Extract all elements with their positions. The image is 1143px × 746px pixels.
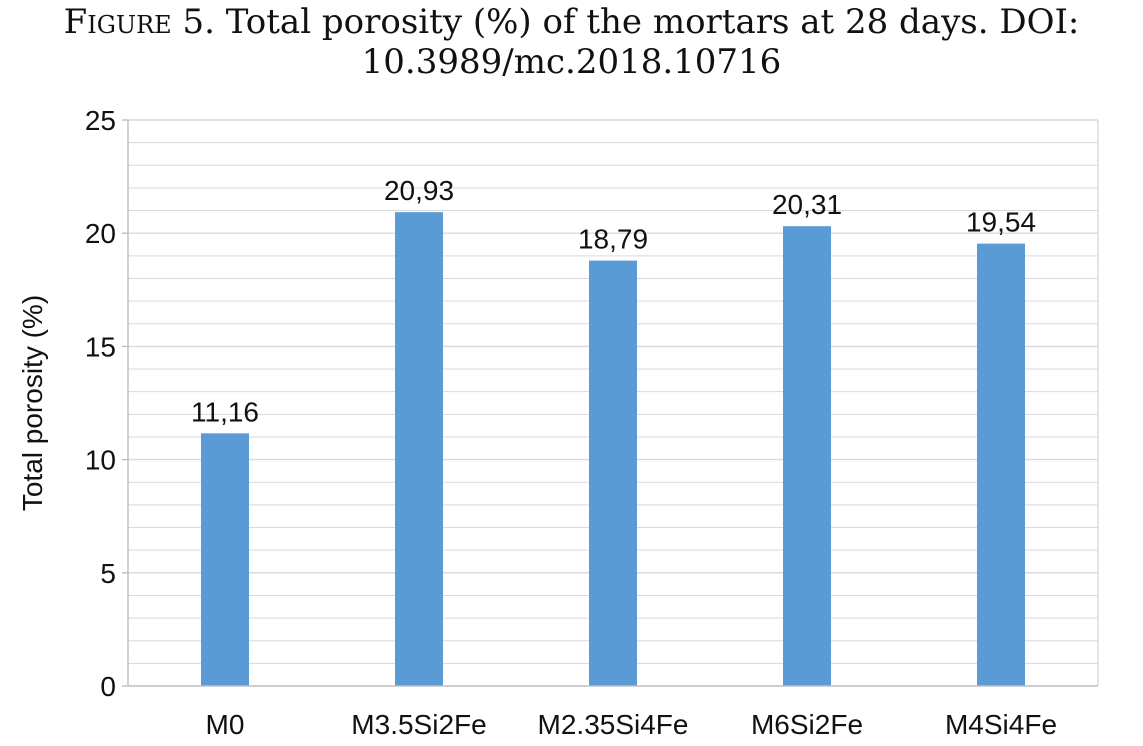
figure-label: Figure 5. bbox=[63, 2, 215, 42]
y-tick-label: 0 bbox=[100, 671, 116, 702]
bar-m6si2fe bbox=[783, 226, 831, 687]
labels: 0 5 10 15 20 25 11,16 M0 20,93 M3.5Si2Fe 18,79 M2.3… bbox=[85, 105, 1057, 740]
bar-m2-35si4fe bbox=[589, 260, 637, 686]
y-tick-label: 5 bbox=[100, 558, 116, 589]
axes bbox=[122, 119, 1098, 687]
figure-caption: Figure 5. Total porosity (%) of the mort… bbox=[0, 2, 1143, 82]
caption-text: Total porosity (%) of the mortars at 28 … bbox=[225, 2, 1080, 42]
bar-m4si4fe bbox=[977, 243, 1025, 687]
data-label: 19,54 bbox=[966, 207, 1036, 238]
data-label: 20,93 bbox=[384, 175, 454, 206]
y-tick-label: 15 bbox=[85, 331, 116, 362]
bar-m3-5si2fe bbox=[395, 212, 443, 686]
caption-line-1: Figure 5. Total porosity (%) of the mort… bbox=[0, 2, 1143, 42]
data-label: 20,31 bbox=[772, 189, 842, 220]
y-axis-title: Total porosity (%) bbox=[17, 295, 48, 511]
data-label: 11,16 bbox=[191, 396, 259, 427]
x-category-label: M3.5Si2Fe bbox=[351, 709, 486, 740]
x-category-label: M4Si4Fe bbox=[945, 709, 1057, 740]
caption-line-2: 10.3989/mc.2018.10716 bbox=[361, 42, 782, 82]
x-category-label: M6Si2Fe bbox=[751, 709, 863, 740]
y-tick-label: 20 bbox=[85, 218, 116, 249]
bars bbox=[201, 212, 1025, 687]
bar-m0 bbox=[201, 433, 249, 686]
x-category-label: M0 bbox=[206, 709, 245, 740]
y-tick-label: 25 bbox=[85, 105, 116, 136]
data-label: 18,79 bbox=[578, 224, 648, 255]
y-tick-label: 10 bbox=[85, 445, 116, 476]
x-category-label: M2.35Si4Fe bbox=[538, 709, 689, 740]
